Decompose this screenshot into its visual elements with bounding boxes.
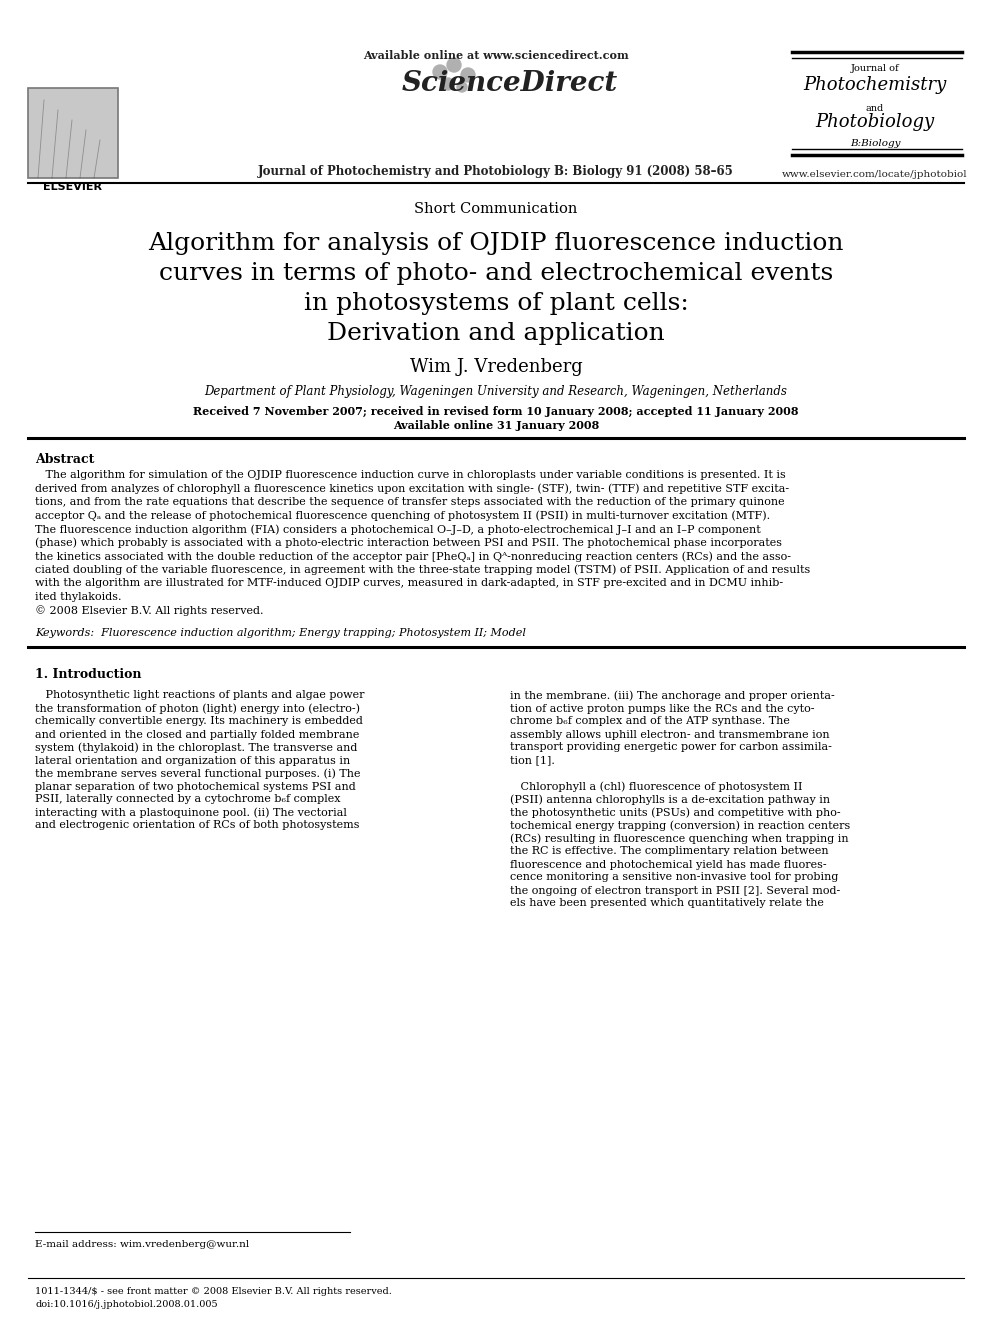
Text: ited thylakoids.: ited thylakoids. bbox=[35, 591, 121, 602]
Text: Photosynthetic light reactions of plants and algae power: Photosynthetic light reactions of plants… bbox=[35, 691, 364, 700]
Text: PSII, laterally connected by a cytochrome b₆f complex: PSII, laterally connected by a cytochrom… bbox=[35, 795, 340, 804]
Text: els have been presented which quantitatively relate the: els have been presented which quantitati… bbox=[510, 898, 824, 909]
Circle shape bbox=[442, 78, 454, 90]
Text: acceptor Qₐ and the release of photochemical fluorescence quenching of photosyst: acceptor Qₐ and the release of photochem… bbox=[35, 511, 770, 521]
Text: © 2008 Elsevier B.V. All rights reserved.: © 2008 Elsevier B.V. All rights reserved… bbox=[35, 605, 264, 615]
Text: Chlorophyll a (chl) fluorescence of photosystem II: Chlorophyll a (chl) fluorescence of phot… bbox=[510, 782, 803, 792]
Text: interacting with a plastoquinone pool. (ii) The vectorial: interacting with a plastoquinone pool. (… bbox=[35, 807, 347, 818]
Text: Photobiology: Photobiology bbox=[815, 112, 934, 131]
Circle shape bbox=[461, 67, 475, 82]
Text: Department of Plant Physiology, Wageningen University and Research, Wageningen, : Department of Plant Physiology, Wagening… bbox=[204, 385, 788, 398]
Text: cence monitoring a sensitive non-invasive tool for probing: cence monitoring a sensitive non-invasiv… bbox=[510, 872, 838, 882]
Circle shape bbox=[433, 65, 447, 79]
Text: Received 7 November 2007; received in revised form 10 January 2008; accepted 11 : Received 7 November 2007; received in re… bbox=[193, 406, 799, 417]
Text: Journal of: Journal of bbox=[851, 64, 900, 73]
Text: Available online 31 January 2008: Available online 31 January 2008 bbox=[393, 419, 599, 431]
Text: 1011-1344/$ - see front matter © 2008 Elsevier B.V. All rights reserved.: 1011-1344/$ - see front matter © 2008 El… bbox=[35, 1287, 392, 1297]
Text: (RCs) resulting in fluorescence quenching when trapping in: (RCs) resulting in fluorescence quenchin… bbox=[510, 833, 848, 844]
Text: chemically convertible energy. Its machinery is embedded: chemically convertible energy. Its machi… bbox=[35, 717, 363, 726]
Text: Abstract: Abstract bbox=[35, 452, 94, 466]
Text: in the membrane. (iii) The anchorage and proper orienta-: in the membrane. (iii) The anchorage and… bbox=[510, 691, 834, 701]
Text: and electrogenic orientation of RCs of both photosystems: and electrogenic orientation of RCs of b… bbox=[35, 820, 359, 831]
Text: the photosynthetic units (PSUs) and competitive with pho-: the photosynthetic units (PSUs) and comp… bbox=[510, 807, 840, 818]
Text: fluorescence and photochemical yield has made fluores-: fluorescence and photochemical yield has… bbox=[510, 860, 826, 869]
Text: The algorithm for simulation of the OJDIP fluorescence induction curve in chloro: The algorithm for simulation of the OJDI… bbox=[35, 470, 786, 480]
Text: Short Communication: Short Communication bbox=[415, 202, 577, 216]
Text: the ongoing of electron transport in PSII [2]. Several mod-: the ongoing of electron transport in PSI… bbox=[510, 885, 840, 896]
Text: doi:10.1016/j.jphotobiol.2008.01.005: doi:10.1016/j.jphotobiol.2008.01.005 bbox=[35, 1301, 217, 1308]
Text: in photosystems of plant cells:: in photosystems of plant cells: bbox=[304, 292, 688, 315]
Bar bbox=[28, 89, 118, 179]
Text: the kinetics associated with the double reduction of the acceptor pair [PheQₐ] i: the kinetics associated with the double … bbox=[35, 550, 791, 561]
Text: E-mail address: wim.vredenberg@wur.nl: E-mail address: wim.vredenberg@wur.nl bbox=[35, 1240, 249, 1249]
Text: system (thylakoid) in the chloroplast. The transverse and: system (thylakoid) in the chloroplast. T… bbox=[35, 742, 357, 753]
Text: and oriented in the closed and partially folded membrane: and oriented in the closed and partially… bbox=[35, 729, 359, 740]
Text: with the algorithm are illustrated for MTF-induced OJDIP curves, measured in dar: with the algorithm are illustrated for M… bbox=[35, 578, 783, 587]
Text: the transformation of photon (light) energy into (electro-): the transformation of photon (light) ene… bbox=[35, 704, 360, 714]
Text: 1. Introduction: 1. Introduction bbox=[35, 668, 142, 681]
Text: ELSEVIER: ELSEVIER bbox=[44, 183, 102, 192]
Text: the RC is effective. The complimentary relation between: the RC is effective. The complimentary r… bbox=[510, 847, 828, 856]
Text: B:Biology: B:Biology bbox=[850, 139, 901, 148]
Text: Keywords:  Fluorescence induction algorithm; Energy trapping; Photosystem II; Mo: Keywords: Fluorescence induction algorit… bbox=[35, 628, 526, 639]
Text: Photochemistry: Photochemistry bbox=[804, 75, 946, 94]
Text: tochemical energy trapping (conversion) in reaction centers: tochemical energy trapping (conversion) … bbox=[510, 820, 850, 831]
Text: tion [1].: tion [1]. bbox=[510, 755, 555, 766]
Text: tion of active proton pumps like the RCs and the cyto-: tion of active proton pumps like the RCs… bbox=[510, 704, 814, 713]
Text: and: and bbox=[866, 105, 884, 112]
Text: derived from analyzes of chlorophyll a fluorescence kinetics upon excitation wit: derived from analyzes of chlorophyll a f… bbox=[35, 483, 789, 493]
Text: Algorithm for analysis of OJDIP fluorescence induction: Algorithm for analysis of OJDIP fluoresc… bbox=[148, 232, 844, 255]
Text: ScienceDirect: ScienceDirect bbox=[402, 70, 618, 97]
Text: ciated doubling of the variable fluorescence, in agreement with the three-state : ciated doubling of the variable fluoresc… bbox=[35, 565, 810, 576]
Text: Available online at www.sciencedirect.com: Available online at www.sciencedirect.co… bbox=[363, 50, 629, 61]
Text: tions, and from the rate equations that describe the sequence of transfer steps : tions, and from the rate equations that … bbox=[35, 497, 785, 507]
Text: Derivation and application: Derivation and application bbox=[327, 321, 665, 345]
Text: (PSII) antenna chlorophylls is a de-excitation pathway in: (PSII) antenna chlorophylls is a de-exci… bbox=[510, 795, 830, 806]
Text: transport providing energetic power for carbon assimila-: transport providing energetic power for … bbox=[510, 742, 832, 753]
Circle shape bbox=[457, 82, 467, 93]
Text: www.elsevier.com/locate/jphotobiol: www.elsevier.com/locate/jphotobiol bbox=[782, 169, 968, 179]
Circle shape bbox=[447, 58, 461, 71]
Text: curves in terms of photo- and electrochemical events: curves in terms of photo- and electroche… bbox=[159, 262, 833, 284]
Text: planar separation of two photochemical systems PSI and: planar separation of two photochemical s… bbox=[35, 782, 356, 791]
Text: assembly allows uphill electron- and transmembrane ion: assembly allows uphill electron- and tra… bbox=[510, 729, 829, 740]
Text: the membrane serves several functional purposes. (i) The: the membrane serves several functional p… bbox=[35, 769, 360, 779]
Text: Journal of Photochemistry and Photobiology B: Biology 91 (2008) 58–65: Journal of Photochemistry and Photobiolo… bbox=[258, 165, 734, 179]
Text: Wim J. Vredenberg: Wim J. Vredenberg bbox=[410, 359, 582, 376]
Text: (phase) which probably is associated with a photo-electric interaction between P: (phase) which probably is associated wit… bbox=[35, 537, 782, 548]
Text: chrome b₆f complex and of the ATP synthase. The: chrome b₆f complex and of the ATP syntha… bbox=[510, 717, 790, 726]
Text: The fluorescence induction algorithm (FIA) considers a photochemical O–J–D, a ph: The fluorescence induction algorithm (FI… bbox=[35, 524, 761, 534]
Text: lateral orientation and organization of this apparatus in: lateral orientation and organization of … bbox=[35, 755, 350, 766]
